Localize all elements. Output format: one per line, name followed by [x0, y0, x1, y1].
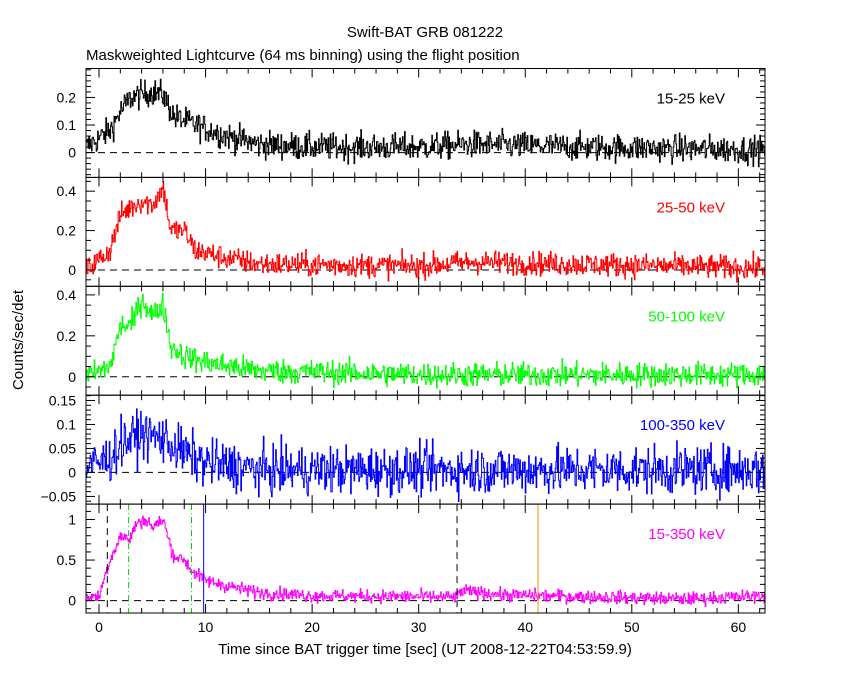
y-tick-label: 0.1 — [57, 117, 77, 133]
y-tick-label: 0.2 — [57, 328, 77, 344]
chart-title: Swift-BAT GRB 081222 — [347, 24, 503, 41]
x-tick-label: 40 — [517, 619, 533, 635]
panel-frame — [85, 68, 766, 178]
y-tick-label: 0 — [68, 593, 76, 609]
x-tick-label: 0 — [95, 619, 103, 635]
x-tick-label: 50 — [624, 619, 640, 635]
band-label: 50-100 keV — [648, 308, 725, 325]
y-tick-label: −0.05 — [41, 488, 77, 504]
chart-subtitle: Maskweighted Lightcurve (64 ms binning) … — [86, 47, 520, 64]
panel-25-50-kev: 0 0.2 0.4 25-50 keV — [57, 176, 766, 287]
lightcurve-series — [86, 180, 765, 283]
y-tick-label: 0.2 — [57, 223, 77, 239]
panel-50-100-kev: 0 0.2 0.4 50-100 keV — [57, 285, 766, 396]
y-tick-label: 0 — [68, 369, 76, 385]
panel-15-350-kev: 0 0.5 1 15-350 keV 0 10 20 30 40 50 60 — [57, 503, 766, 635]
y-tick-label: 0.4 — [57, 183, 77, 199]
panel-100-350-kev: −0.05 0 0.05 0.1 0.15 100-350 keV — [41, 392, 766, 505]
band-label: 15-350 keV — [648, 526, 725, 543]
y-tick-label: 0.05 — [49, 440, 76, 456]
lightcurve-series — [86, 293, 765, 389]
y-tick-label: 0.1 — [57, 416, 77, 432]
band-label: 100-350 keV — [640, 417, 725, 434]
lightcurve-series — [86, 515, 765, 607]
x-tick-label: 20 — [304, 619, 320, 635]
y-tick-label: 0 — [68, 145, 76, 161]
y-axis-label: Counts/sec/det — [10, 289, 27, 390]
x-tick-label: 60 — [731, 619, 747, 635]
y-tick-label: 0.5 — [57, 552, 77, 568]
x-tick-label: 30 — [411, 619, 427, 635]
x-tick-label: 10 — [198, 619, 214, 635]
y-tick-label: 0 — [68, 262, 76, 278]
band-label: 15-25 keV — [657, 91, 725, 108]
y-tick-label: 0.4 — [57, 287, 77, 303]
panel-15-25-kev: 0 0.1 0.2 15-25 keV — [57, 68, 766, 178]
y-tick-label: 1 — [68, 512, 76, 528]
lightcurve-series — [86, 408, 765, 502]
band-label: 25-50 keV — [657, 199, 725, 216]
panel-frame — [85, 503, 766, 614]
x-axis-label: Time since BAT trigger time [sec] (UT 20… — [218, 641, 632, 658]
y-tick-label: 0.15 — [49, 392, 76, 408]
y-tick-label: 0.2 — [57, 89, 77, 105]
y-tick-label: 0 — [68, 464, 76, 480]
lightcurve-series — [86, 78, 765, 168]
